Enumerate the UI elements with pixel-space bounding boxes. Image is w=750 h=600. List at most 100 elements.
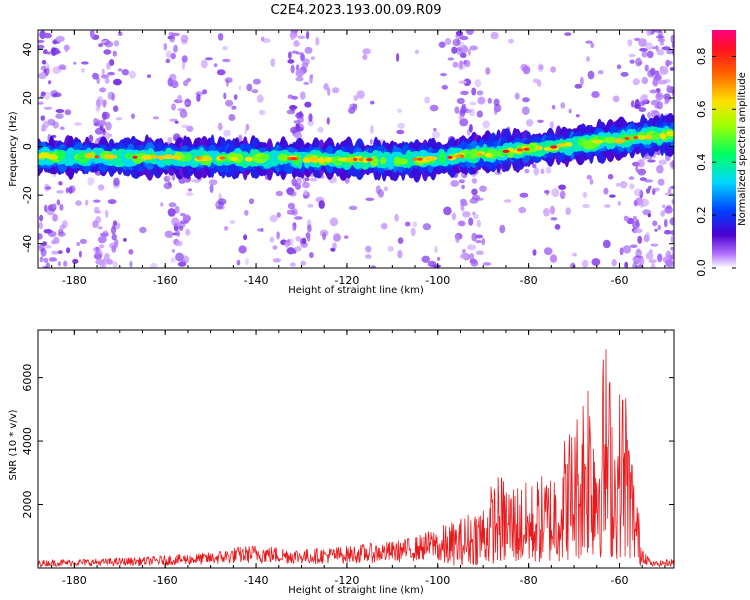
noise-blob [481,238,486,246]
noise-blob [251,89,259,94]
noise-blob [532,249,537,256]
noise-blob [174,120,179,124]
noise-blob [152,116,160,120]
noise-blob [671,41,674,49]
noise-blob [460,253,469,259]
noise-blob [160,202,164,207]
noise-blob [244,128,248,135]
x-tick-label: -100 [425,574,450,587]
noise-blob [233,94,238,100]
noise-blob [308,113,313,122]
noise-blob [295,69,304,78]
noise-blob [443,206,452,216]
noise-blob [164,230,174,238]
noise-blob [331,87,340,94]
noise-blob [167,181,172,187]
noise-blob [482,120,490,129]
noise-blob [466,30,474,36]
noise-blob [117,68,123,72]
noise-blob [467,48,472,56]
noise-blob [518,206,527,214]
noise-blob [657,38,666,42]
noise-blob [38,39,45,44]
ridge-cell [150,154,159,159]
noise-blob [468,108,476,117]
y-tick-label: -20 [21,186,34,204]
noise-blob [647,111,651,119]
noise-blob [582,191,588,198]
noise-blob [475,250,484,256]
noise-blob [53,50,61,54]
noise-blob [628,176,635,180]
colorbar: 0.0 0.2 0.4 0.6 0.8 Normalized spectral ampl… [695,30,748,277]
noise-blob [356,90,365,99]
noise-blob [476,90,484,96]
noise-blob [299,91,306,100]
spectrogram-ylabel: Frequency (Hz) [8,111,19,187]
ridge-cell [603,136,618,144]
noise-blob [655,45,659,52]
noise-blob [549,254,558,263]
noise-blob [665,251,672,260]
ridge-cell [318,157,325,164]
noise-blob [171,80,179,89]
noise-blob [543,207,550,217]
ridge-cell [438,152,446,163]
noise-blob [129,260,133,268]
noise-blob [670,235,674,244]
noise-blob [650,243,659,247]
noise-blob [307,224,312,233]
noise-blob [200,59,208,69]
noise-blob [469,253,475,261]
noise-blob [139,226,147,234]
noise-blob [383,186,388,192]
noise-blob [370,125,374,134]
noise-blob [318,200,325,209]
noise-blob [215,200,224,209]
noise-blob [460,41,465,49]
noise-blob [540,168,545,175]
noise-blob [628,53,636,58]
noise-blob [394,213,399,222]
ridge-cell [659,133,667,140]
noise-blob [213,63,218,68]
noise-blob [671,198,674,205]
noise-blob [217,122,223,131]
x-tick-label: -180 [62,574,87,587]
noise-blob [167,208,176,217]
ridge-cell [157,155,166,161]
noise-blob [41,127,47,132]
noise-blob [109,242,118,249]
ridge-hotspot [624,136,629,141]
noise-blob [39,214,44,222]
noise-blob [656,49,665,56]
noise-blob [290,126,298,134]
noise-blob [490,31,499,40]
noise-blob [43,229,53,234]
noise-blob [57,231,66,237]
noise-blob [646,50,654,59]
noise-blob [209,184,214,193]
x-tick-label: -60 [611,574,629,587]
noise-blob [289,191,297,197]
noise-blob [565,207,571,216]
noise-blob [41,60,47,65]
noise-blob [96,118,100,127]
noise-blob [297,35,306,39]
noise-blob [647,185,652,190]
snr-panel: -180 -160 -140 -120 -100 -80 -60 2000 4000 6000 H… [8,329,675,596]
noise-blob [664,229,672,235]
noise-blob [309,252,314,259]
colorbar-tick-label: 0.8 [695,48,708,66]
noise-blob [147,74,151,78]
noise-blob [587,70,595,80]
noise-blob [476,110,483,118]
ridge-hotspot [199,156,204,160]
noise-blob [551,188,560,198]
noise-blob [51,250,60,255]
noise-blob [224,77,233,83]
x-tick-label: -180 [62,274,87,287]
colorbar-tick-label: 0.2 [695,206,708,224]
noise-blob [639,177,647,182]
ridge-cell [484,152,493,158]
